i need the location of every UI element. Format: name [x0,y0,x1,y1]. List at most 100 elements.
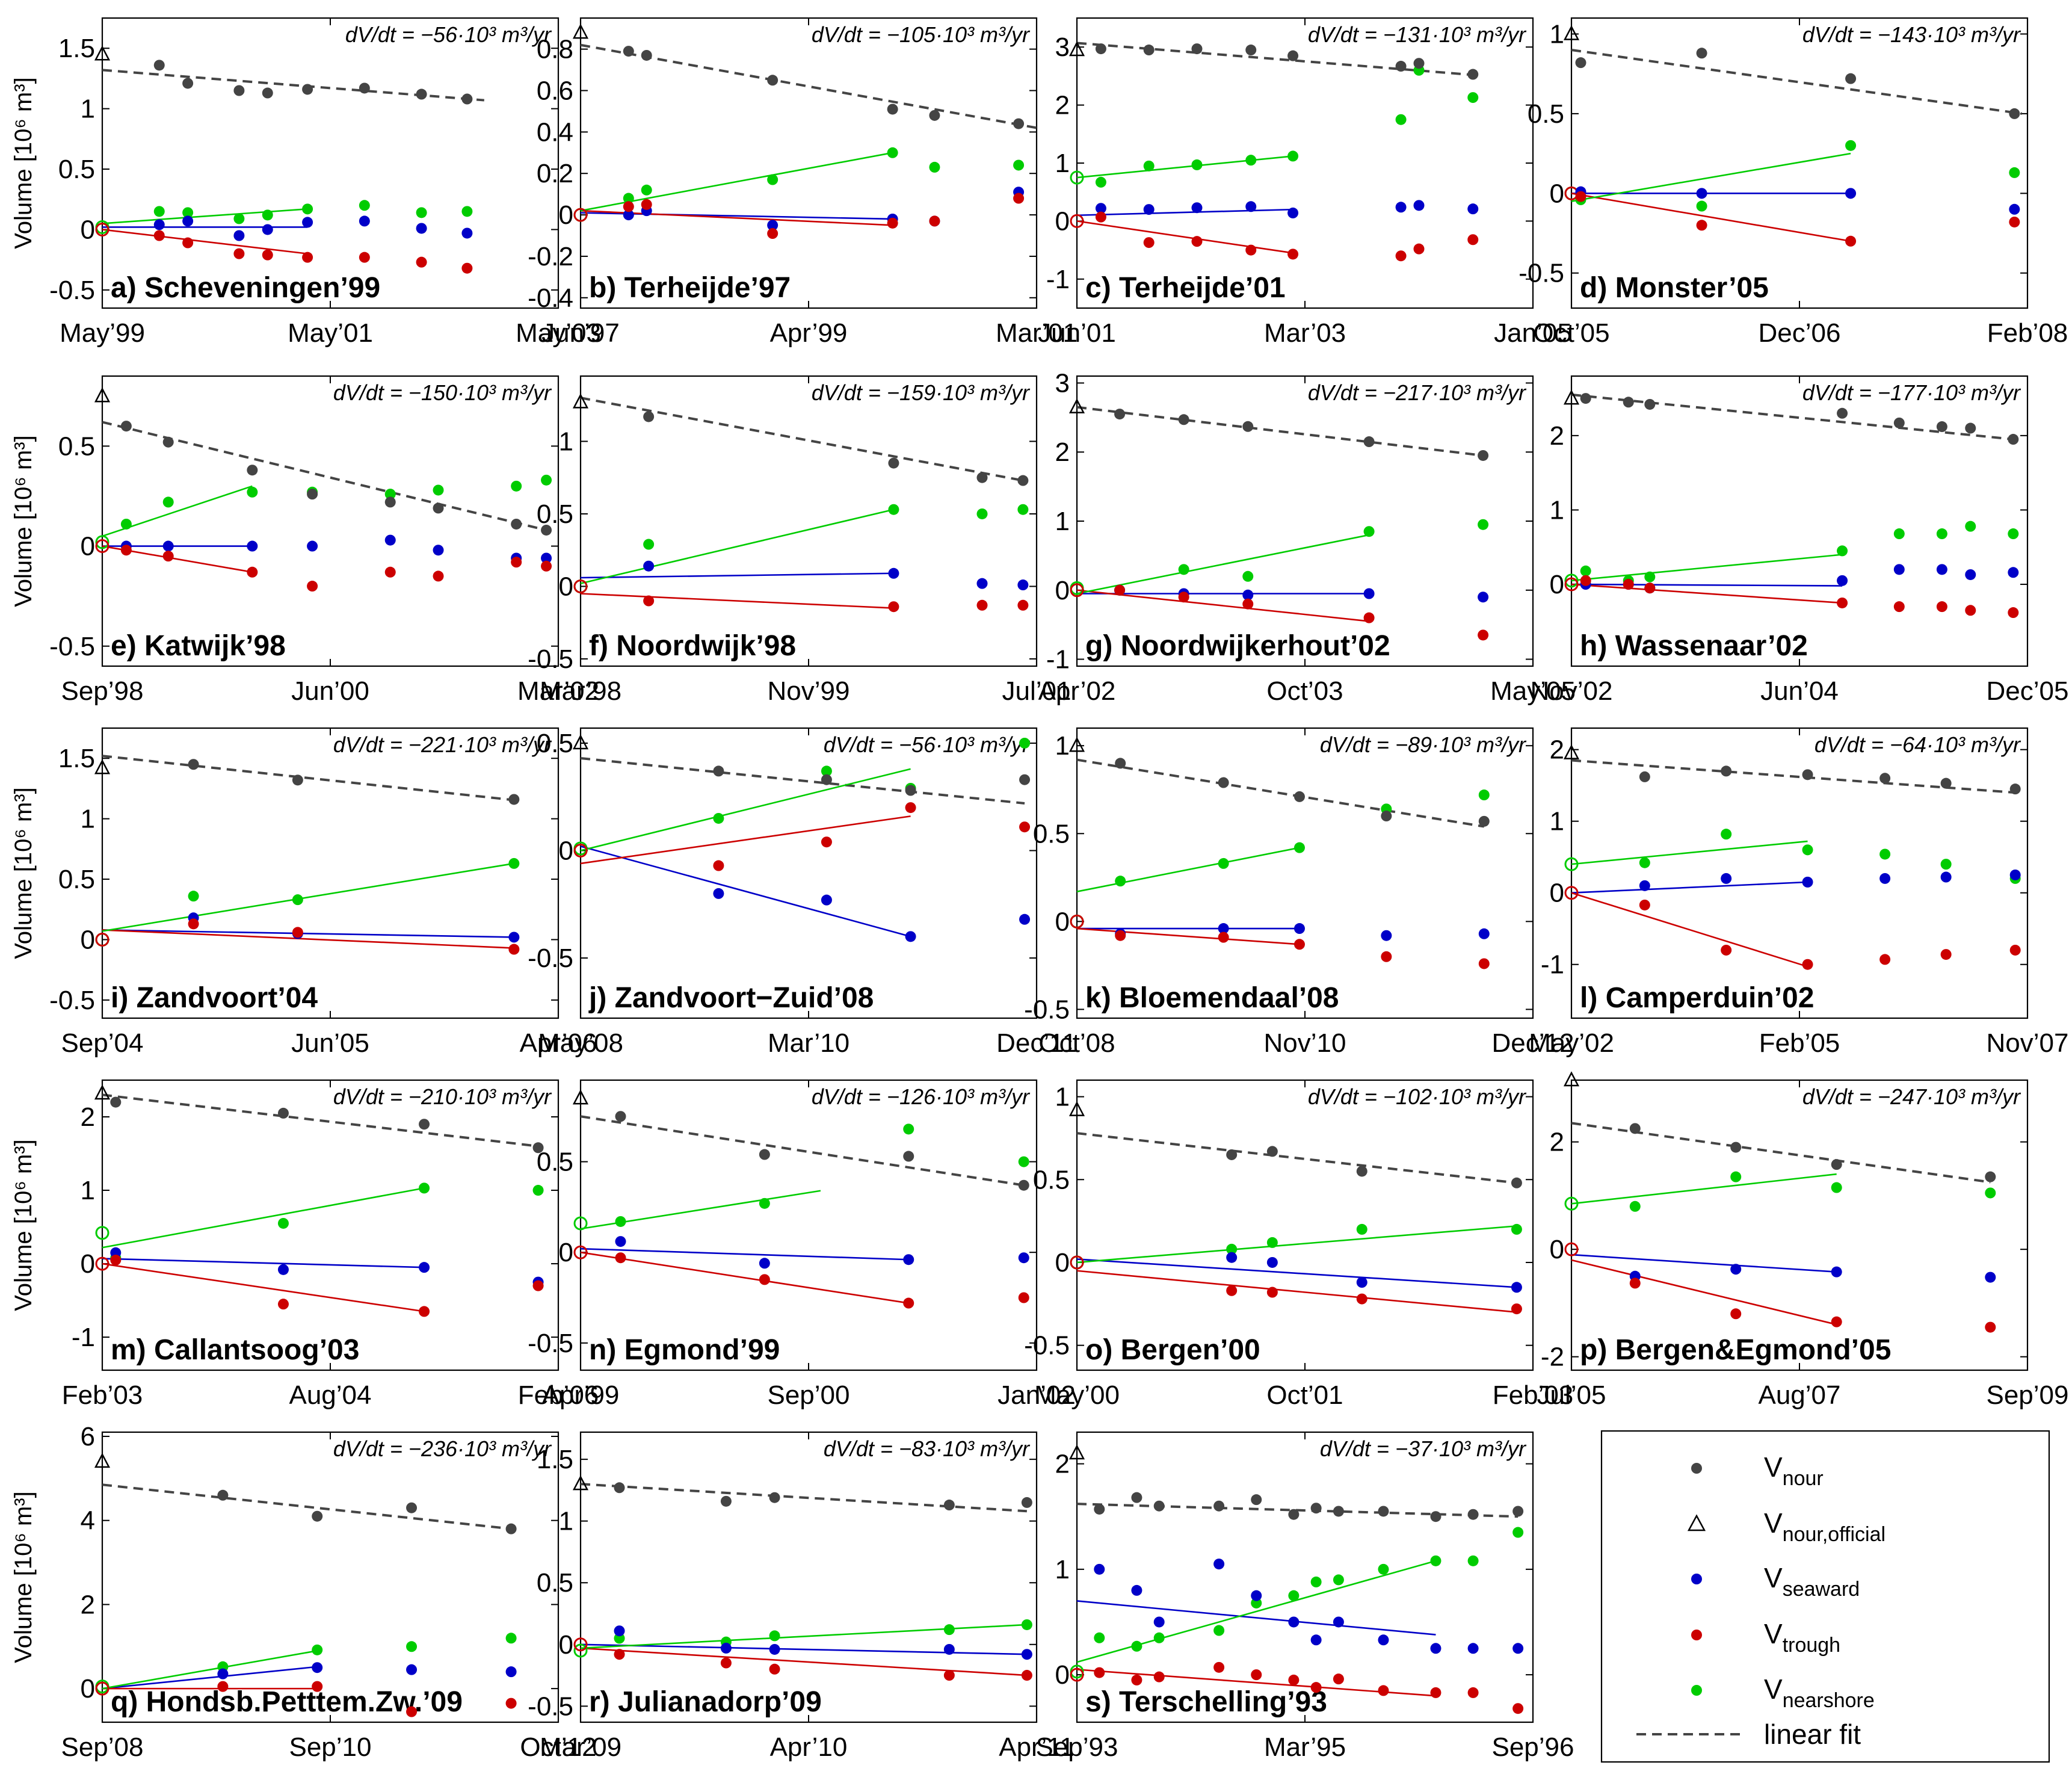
nour-point [1094,1503,1105,1515]
nearshore-point [1019,737,1031,749]
y-axis-label: Volume [10⁶ m³] [10,435,37,607]
trough-fit-line [1571,193,1851,243]
nearshore-point [1153,1632,1165,1643]
seaward-point [1936,564,1947,575]
nearshore-fit-line [1571,1173,1837,1205]
seaward-point [769,1643,780,1655]
panel-title: c) Terheijde’01 [1085,272,1286,304]
nour-point [905,785,916,796]
nearshore-point [1395,114,1407,125]
nour-point [359,82,370,94]
panel-m: -1 0 1 2 Feb’03 Aug’04 Feb’06 Volume [10⁶ m³] dV… [10,1079,599,1410]
nearshore-point [1478,789,1490,801]
y-tick-label: 2 [1550,1128,1564,1157]
x-tick-label: May’08 [538,1028,623,1058]
x-tick-label: Oct’05 [1533,318,1609,348]
nour-point [943,1500,955,1511]
nearshore-point [1213,1625,1225,1636]
trough-point [1430,1687,1441,1698]
nour-point [769,1492,780,1503]
seaward-point [1639,880,1650,891]
nearshore-fit-line [1571,152,1851,202]
seaward-point [433,545,444,556]
seaward-point [1430,1643,1441,1654]
trough-point [1845,235,1857,247]
nour-point [1153,1500,1165,1512]
trough-start-marker [95,222,109,236]
nour-point [767,75,779,86]
nour-point [1629,1123,1641,1134]
seaward-point [247,540,258,552]
trough-point [887,217,898,229]
panel-title: s) Terschelling’93 [1085,1686,1327,1718]
nour-point [1378,1506,1389,1517]
nearshore-point [1017,504,1029,515]
x-tick-label: Mar’95 [1264,1732,1346,1762]
nour-point [1095,43,1106,55]
nour-point [1310,1503,1322,1514]
seaward-point [1730,1264,1742,1275]
trough-point [188,918,199,930]
legend-label-fit: linear fit [1764,1719,1861,1750]
trough-point [888,601,899,613]
seaward-point [1512,1643,1524,1654]
trough-start-marker [573,1637,588,1652]
nearshore-point [292,894,303,906]
seaward-point [359,215,370,227]
axes-frame [1570,1079,2029,1371]
nearshore-point [1879,848,1891,860]
seaward-fit-line [580,572,894,579]
seaward-point [905,931,916,942]
seaward-point [1965,569,1976,580]
nearshore-fit-line [580,768,911,851]
trough-point [1251,1669,1262,1681]
seaward-point [1251,1590,1262,1601]
nour-point [1985,1171,1996,1182]
trough-point [1629,1278,1641,1289]
nour-point [1802,769,1813,780]
nearshore-start-marker [1564,573,1579,588]
x-tick-label: Dec’12 [1492,1028,1574,1058]
nour-point [312,1510,323,1522]
seaward-point [1293,923,1305,935]
nearshore-point [508,857,520,869]
nearshore-point [406,1641,418,1652]
trough-start-marker [1070,583,1084,598]
panel-title: r) Julianadorp’09 [589,1686,822,1718]
seaward-point [1245,201,1257,212]
y-tick-label: 2 [1550,735,1564,765]
nour-point [2009,108,2020,119]
y-tick-label: 0.4 [537,117,573,147]
trough-point [1395,250,1407,262]
trough-point [2008,607,2019,619]
nearshore-start-marker [1564,1196,1579,1211]
nour-fit-line [1076,758,1485,828]
nearshore-point [262,209,273,221]
legend-label-nour: Vnour [1764,1451,1824,1490]
x-tick-label: Apr’06 [520,1028,597,1058]
y-tick-label: 0 [559,572,573,601]
x-tick-label: Oct’08 [1038,1028,1115,1058]
nearshore-fit-line [1571,554,1843,582]
official-marker [572,1475,589,1491]
nour-point [1131,1492,1142,1503]
nour-point [1245,45,1257,56]
y-tick-label: 1 [559,427,573,456]
x-tick-label: May’01 [288,318,373,348]
nour-point [1730,1142,1742,1153]
nour-point [1478,815,1490,827]
nearshore-point [1936,528,1947,540]
y-tick-label: 1 [81,94,95,124]
seaward-point [615,1236,626,1247]
nearshore-point [419,1182,430,1194]
official-marker [94,45,111,61]
seaward-point [2009,203,2020,215]
seaward-fit-line [1571,1253,1837,1273]
trough-point [943,1670,955,1681]
panel-title: i) Zandvoort’04 [111,982,318,1014]
trough-fit-line [580,1647,1027,1676]
seaward-fit-line [102,929,514,938]
nour-point [1696,48,1707,59]
nour-fit-line [580,1483,1027,1513]
y-tick-label: 0 [559,200,573,230]
